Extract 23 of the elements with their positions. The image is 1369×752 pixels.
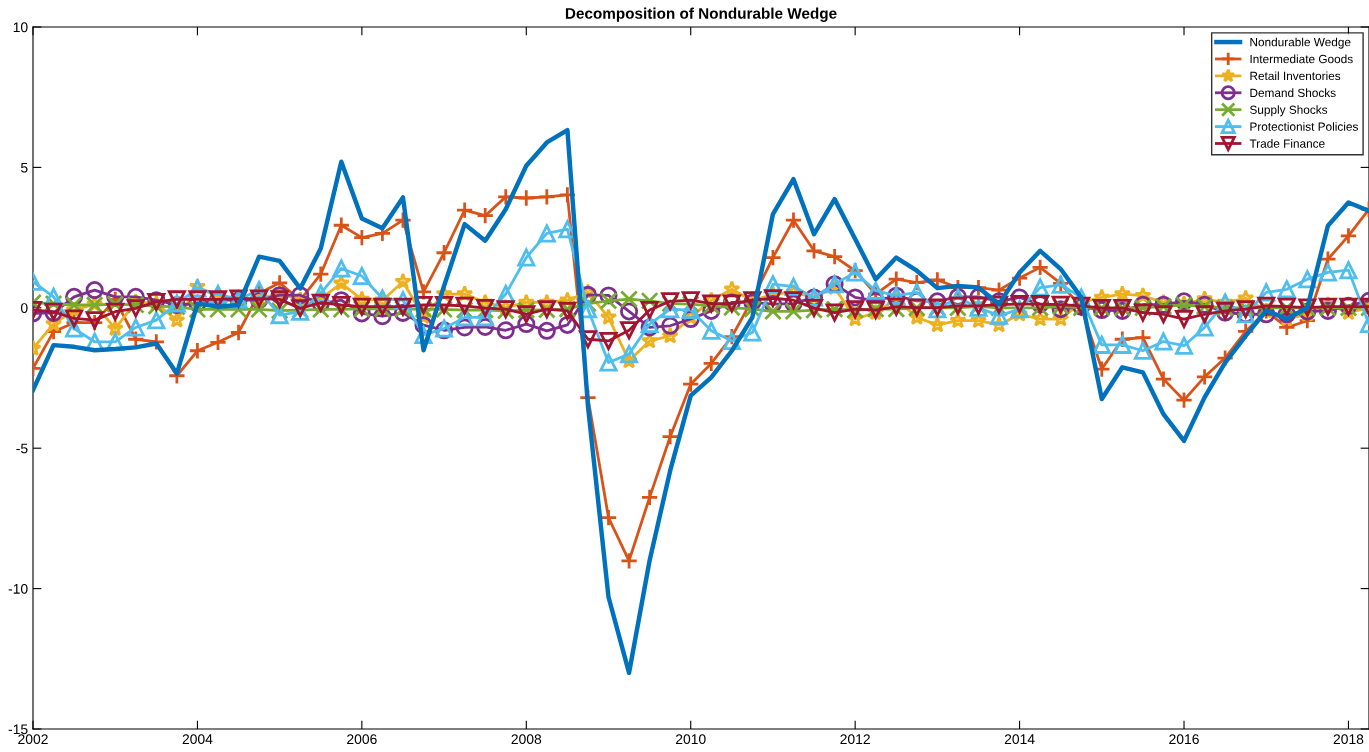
x-tick-label: 2010 bbox=[675, 734, 706, 745]
x-tick-label: 2014 bbox=[1004, 734, 1035, 745]
y-tick-label: 0 bbox=[20, 303, 28, 313]
x-tick-label: 2006 bbox=[347, 734, 377, 745]
y-tick-label: -5 bbox=[16, 443, 28, 454]
x-tick-label: 2002 bbox=[18, 734, 48, 745]
x-tick-label: 2012 bbox=[840, 734, 870, 745]
legend-label: Supply Shocks bbox=[1250, 105, 1328, 117]
legend-label: Nondurable Wedge bbox=[1250, 37, 1351, 49]
y-tick-label: 5 bbox=[20, 162, 28, 173]
y-tick-label: -10 bbox=[8, 583, 28, 594]
x-tick-label: 2018 bbox=[1333, 734, 1364, 745]
chart-title: Decomposition of Nondurable Wedge bbox=[565, 7, 837, 22]
y-tick-label: -15 bbox=[8, 724, 28, 735]
legend-label: Retail Inventories bbox=[1250, 71, 1341, 81]
x-tick-label: 2008 bbox=[511, 734, 542, 745]
y-tick-label: 10 bbox=[13, 22, 28, 33]
legend-label: Trade Finance bbox=[1249, 139, 1325, 148]
legend-label: Demand Shocks bbox=[1250, 88, 1336, 98]
x-tick-label: 2016 bbox=[1169, 734, 1199, 745]
x-tick-label: 2004 bbox=[182, 734, 213, 745]
legend-label: Intermediate Goods bbox=[1250, 54, 1353, 64]
legend-label: Protectionist Policies bbox=[1250, 122, 1358, 131]
